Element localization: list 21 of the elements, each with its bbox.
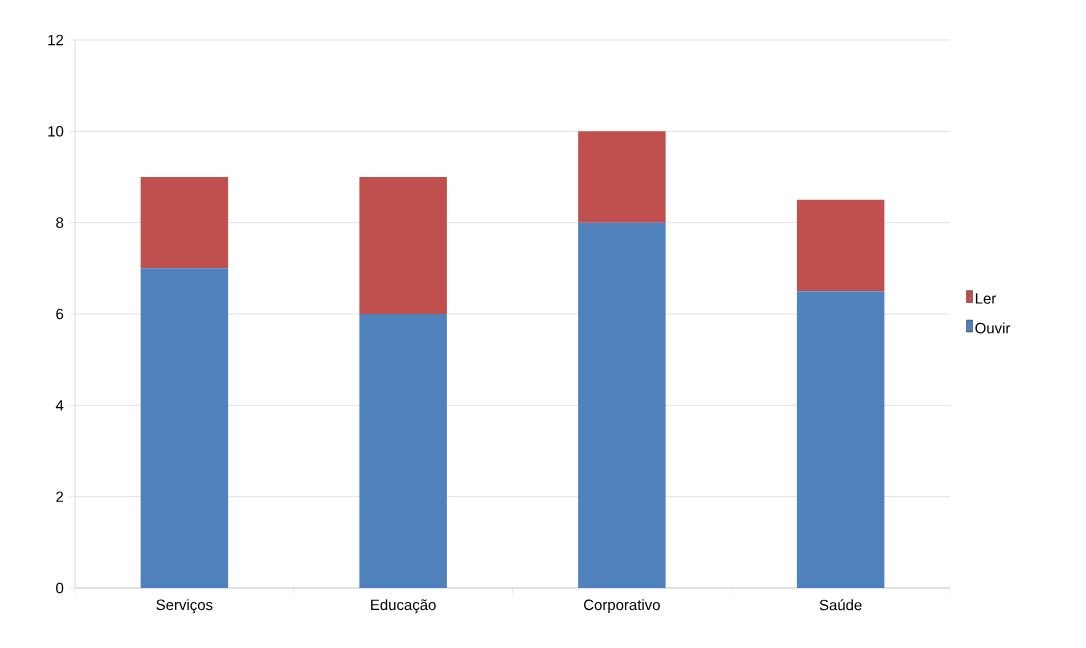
bar [140, 268, 229, 588]
x-tick-label: Educação [371, 599, 436, 614]
bar [140, 176, 229, 269]
y-tick-label: 12 [48, 34, 64, 46]
y-tick-label: 10 [48, 126, 64, 137]
x-tick-label: Corporativo [584, 599, 660, 614]
legend-label: Ouvir [975, 322, 1011, 334]
legend-label: Ler [975, 293, 997, 304]
y-tick-label: 4 [55, 400, 64, 411]
y-tick-label: 8 [56, 217, 64, 228]
bar [578, 222, 666, 588]
bar [359, 176, 447, 314]
x-tick-label: Serviços [156, 599, 213, 614]
y-tick-label: 0 [56, 582, 64, 594]
y-tick-label: 2 [56, 491, 64, 502]
bar [578, 131, 666, 223]
x-tick-label: Saúde [819, 599, 862, 611]
bar [796, 291, 885, 588]
y-tick-label: 6 [56, 308, 64, 320]
bar [796, 199, 885, 292]
bar [359, 313, 447, 588]
